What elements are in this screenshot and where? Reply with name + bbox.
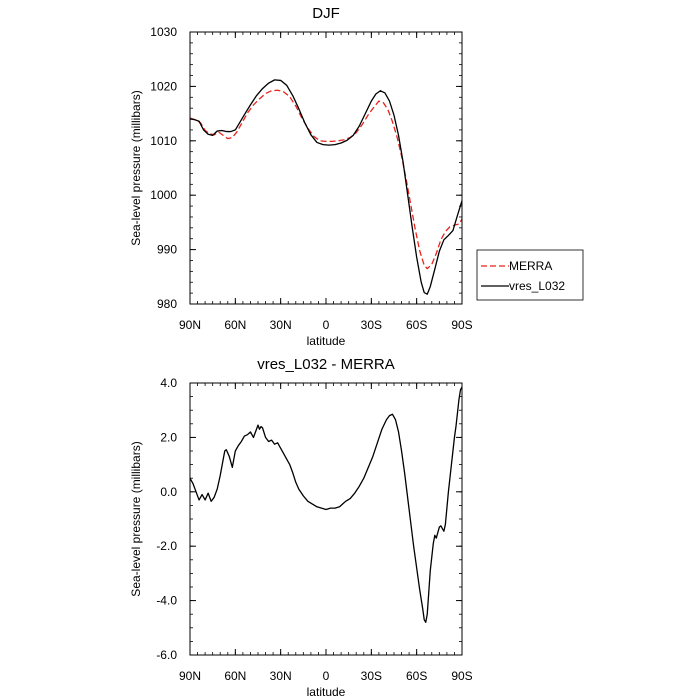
bottom-y-tick-label: 2.0 — [160, 430, 177, 444]
bottom-chart-title: vres_L032 - MERRA — [257, 356, 395, 373]
top-x-tick-label: 90S — [451, 318, 472, 332]
legend-box — [476, 249, 584, 301]
top-y-tick-label: 1000 — [150, 188, 177, 202]
top-x-tick-label: 60N — [224, 318, 246, 332]
bottom-plot-frame — [189, 382, 463, 656]
bottom-y-tick-label: 4.0 — [160, 376, 177, 390]
chart-bottom: vres_L032 - MERRA 90N 60N 30N 0 30S 60S 90S -6.0… — [129, 356, 473, 699]
bottom-y-tick-label: -2.0 — [156, 539, 177, 553]
bottom-y-tick-label: -4.0 — [156, 594, 177, 608]
top-y-tick-label: 1020 — [150, 79, 177, 93]
top-x-tick-label: 90N — [179, 318, 201, 332]
top-chart-title: DJF — [312, 5, 340, 22]
top-x-tick-label: 30S — [361, 318, 382, 332]
top-x-tick-label: 0 — [323, 318, 330, 332]
top-y-tick-label: 990 — [157, 243, 177, 257]
bottom-y-axis-label: Sea-level pressure (millibars) — [129, 441, 143, 596]
bottom-y-tick-label: -6.0 — [156, 648, 177, 662]
bottom-x-tick-label: 60S — [406, 669, 427, 683]
legend-label-merra: MERRA — [509, 259, 552, 273]
top-series-line-merra — [189, 89, 463, 270]
top-series-line-vres-l032 — [189, 79, 463, 295]
bottom-x-tick-label: 60N — [224, 669, 246, 683]
bottom-y-tick-label: 0.0 — [160, 485, 177, 499]
top-plot-frame — [189, 31, 463, 305]
top-x-tick-label: 60S — [406, 318, 427, 332]
chart-top: DJF 90N 60N 30N 0 30S 60S 90S 980 990 1000 1010 1020… — [129, 5, 473, 348]
top-y-tick-label: 980 — [157, 297, 177, 311]
top-x-axis-label: latitude — [307, 334, 346, 348]
bottom-x-tick-label: 90N — [179, 669, 201, 683]
top-y-tick-label: 1010 — [150, 134, 177, 148]
top-x-tick-label: 30N — [270, 318, 292, 332]
bottom-x-tick-label: 0 — [323, 669, 330, 683]
top-y-tick-label: 1030 — [150, 25, 177, 39]
top-y-axis-label: Sea-level pressure (millibars) — [129, 90, 143, 245]
legend: MERRA vres_L032 — [476, 249, 584, 301]
bottom-series-line-vres-l032-merra — [189, 386, 463, 624]
bottom-x-tick-label: 30S — [361, 669, 382, 683]
bottom-x-tick-label: 30N — [270, 669, 292, 683]
bottom-x-axis-label: latitude — [307, 685, 346, 699]
bottom-x-tick-label: 90S — [451, 669, 472, 683]
legend-label-vres-l032: vres_L032 — [509, 279, 565, 293]
